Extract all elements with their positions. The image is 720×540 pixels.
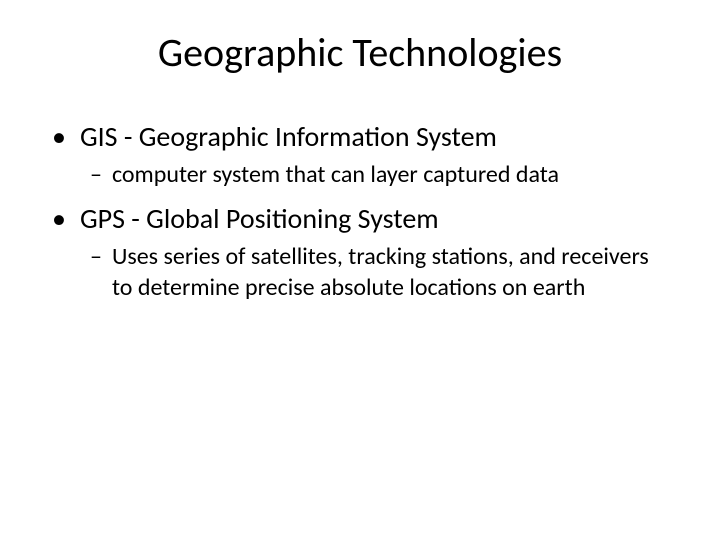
bullet-text: GIS - Geographic Information System <box>80 119 497 155</box>
sub-bullet-text: Uses series of satellites, tracking stat… <box>112 241 660 303</box>
slide-title: Geographic Technologies <box>40 28 680 77</box>
sub-bullet-item: – computer system that can layer capture… <box>90 159 680 190</box>
slide-container: Geographic Technologies • GIS - Geograph… <box>0 0 720 540</box>
sub-bullet-item: – Uses series of satellites, tracking st… <box>90 241 680 303</box>
bullet-item: • GPS - Global Positioning System <box>52 201 680 237</box>
sub-bullet-text: computer system that can layer captured … <box>112 159 559 190</box>
bullet-marker: • <box>52 201 66 237</box>
bullet-text: GPS - Global Positioning System <box>80 201 439 237</box>
sub-bullet-marker: – <box>90 159 102 190</box>
bullet-marker: • <box>52 119 66 155</box>
bullet-item: • GIS - Geographic Information System <box>52 119 680 155</box>
slide-content: • GIS - Geographic Information System – … <box>40 119 680 303</box>
sub-bullet-marker: – <box>90 241 102 272</box>
